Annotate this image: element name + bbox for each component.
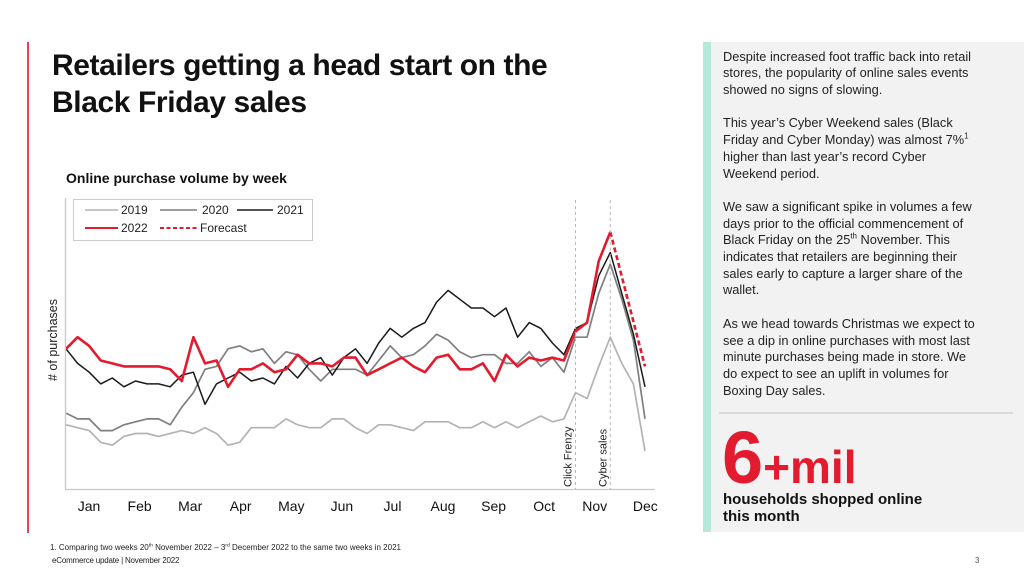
x-tick-label-jun: Jun bbox=[331, 498, 354, 514]
text-line: stores, the popularity of online sales e… bbox=[723, 65, 969, 81]
text-line: showed no signs of slowing. bbox=[723, 82, 883, 97]
footnote: 1. Comparing two weeks 20th November 202… bbox=[50, 543, 401, 553]
footnote-ref: 1 bbox=[964, 131, 969, 141]
text-line: Boxing Day sales. bbox=[723, 382, 826, 398]
footnote-text: 1. Comparing two weeks 20 bbox=[50, 543, 149, 552]
legend: 2019 2020 2021 2022 Forecast bbox=[73, 199, 313, 241]
stat-number: 6 bbox=[722, 416, 764, 499]
line-chart: # of purchases Click Frenzy Cyber sales … bbox=[46, 198, 658, 514]
text-line: Friday and Cyber Monday) was almost 7%1 bbox=[723, 132, 975, 149]
y-axis-label: # of purchases bbox=[46, 299, 60, 381]
x-tick-label-dec: Dec bbox=[633, 498, 658, 514]
text-line: We saw a significant spike in volumes a … bbox=[723, 198, 972, 214]
text-line: This year’s Cyber Weekend sales (Black bbox=[723, 115, 953, 131]
x-tick-label-jul: Jul bbox=[384, 498, 402, 514]
x-tick-label-aug: Aug bbox=[431, 498, 456, 514]
text-segment: Black Friday on the 25 bbox=[723, 232, 851, 248]
page-number: 3 bbox=[975, 556, 980, 565]
text-line: indicates that retailers are beginning t… bbox=[723, 249, 958, 264]
legend-label-2022: 2022 bbox=[121, 221, 148, 235]
x-tick-labels: Jan Feb Mar Apr May Jun Jul Aug Sep Oct … bbox=[78, 498, 658, 514]
series-line-2020 bbox=[65, 263, 646, 432]
ordinal-suffix: rd bbox=[225, 543, 230, 549]
text-line: see a dip in online purchases with most … bbox=[723, 332, 970, 348]
paragraph-2: This year’s Cyber Weekend sales (Black F… bbox=[723, 115, 975, 182]
legend-label-2019: 2019 bbox=[121, 203, 148, 217]
panel-stripe bbox=[703, 42, 711, 532]
text-line: minute purchases being made in store. We bbox=[723, 349, 967, 365]
page-title-line-1: Retailers getting a head start on the bbox=[52, 49, 548, 82]
stat-suffix: +mil bbox=[763, 441, 857, 493]
stat-caption-line-2: this month bbox=[723, 508, 800, 525]
x-tick-label-mar: Mar bbox=[178, 498, 202, 514]
accent-line bbox=[27, 42, 29, 533]
text-line: wallet. bbox=[723, 282, 760, 298]
legend-box bbox=[73, 199, 313, 241]
series-line-2019 bbox=[65, 336, 646, 452]
x-tick-label-may: May bbox=[278, 498, 304, 514]
text-line: higher than last year’s record Cyber bbox=[723, 148, 926, 164]
series-line-forecast bbox=[609, 231, 647, 367]
annotation-label-click-frenzy: Click Frenzy bbox=[563, 426, 575, 487]
series-line-2022 bbox=[65, 231, 612, 389]
ordinal-suffix: th bbox=[148, 543, 153, 549]
paragraph-3: We saw a significant spike in volumes a … bbox=[723, 199, 975, 299]
paragraph-1: Despite increased foot traffic back into… bbox=[723, 49, 975, 99]
page-title: Retailers getting a head start on the Bl… bbox=[52, 47, 548, 121]
text-line: Weekend period. bbox=[723, 165, 820, 181]
series-line-2021 bbox=[65, 251, 646, 406]
text-segment: November. This bbox=[856, 232, 950, 248]
text-line: sales early to capture a larger share of… bbox=[723, 265, 963, 281]
ordinal-suffix: th bbox=[850, 232, 857, 242]
divider bbox=[719, 412, 1013, 414]
chart-title: Online purchase volume by week bbox=[66, 170, 287, 186]
text-segment: Friday and Cyber Monday) was almost 7% bbox=[723, 132, 965, 148]
commentary-text: Despite increased foot traffic back into… bbox=[723, 49, 975, 416]
x-tick-label-apr: Apr bbox=[230, 498, 252, 514]
x-tick-label-sep: Sep bbox=[481, 498, 506, 514]
source-line: eCommerce update | November 2022 bbox=[52, 556, 180, 565]
page-title-line-2: Black Friday sales bbox=[52, 86, 307, 119]
legend-label-2020: 2020 bbox=[202, 203, 229, 217]
x-tick-label-feb: Feb bbox=[128, 498, 152, 514]
stat-caption: households shopped online this month bbox=[723, 491, 922, 525]
annotation-label-cyber-sales: Cyber sales bbox=[597, 428, 609, 487]
text-line: As we head towards Christmas we expect t… bbox=[723, 315, 975, 331]
series-layer bbox=[65, 231, 647, 452]
legend-label-forecast: Forecast bbox=[200, 221, 247, 235]
stat-value: 6+mil bbox=[722, 421, 856, 516]
stat-caption-line-1: households shopped online bbox=[723, 491, 923, 508]
text-line: Despite increased foot traffic back into… bbox=[723, 48, 972, 64]
x-tick-label-oct: Oct bbox=[533, 498, 555, 514]
x-tick-label-nov: Nov bbox=[582, 498, 607, 514]
commentary-panel: Despite increased foot traffic back into… bbox=[703, 42, 1024, 532]
footnote-text: December 2022 to the same two weeks in 2… bbox=[229, 543, 401, 552]
text-line: do expect to see an uplift in volumes fo… bbox=[723, 365, 949, 381]
footnote-text: November 2022 – 3 bbox=[152, 543, 226, 552]
text-line: Black Friday on the 25th November. This bbox=[723, 232, 975, 249]
x-tick-label-jan: Jan bbox=[78, 498, 101, 514]
legend-label-2021: 2021 bbox=[277, 203, 304, 217]
paragraph-4: As we head towards Christmas we expect t… bbox=[723, 316, 975, 400]
text-line: days prior to the official commencement … bbox=[723, 215, 964, 231]
